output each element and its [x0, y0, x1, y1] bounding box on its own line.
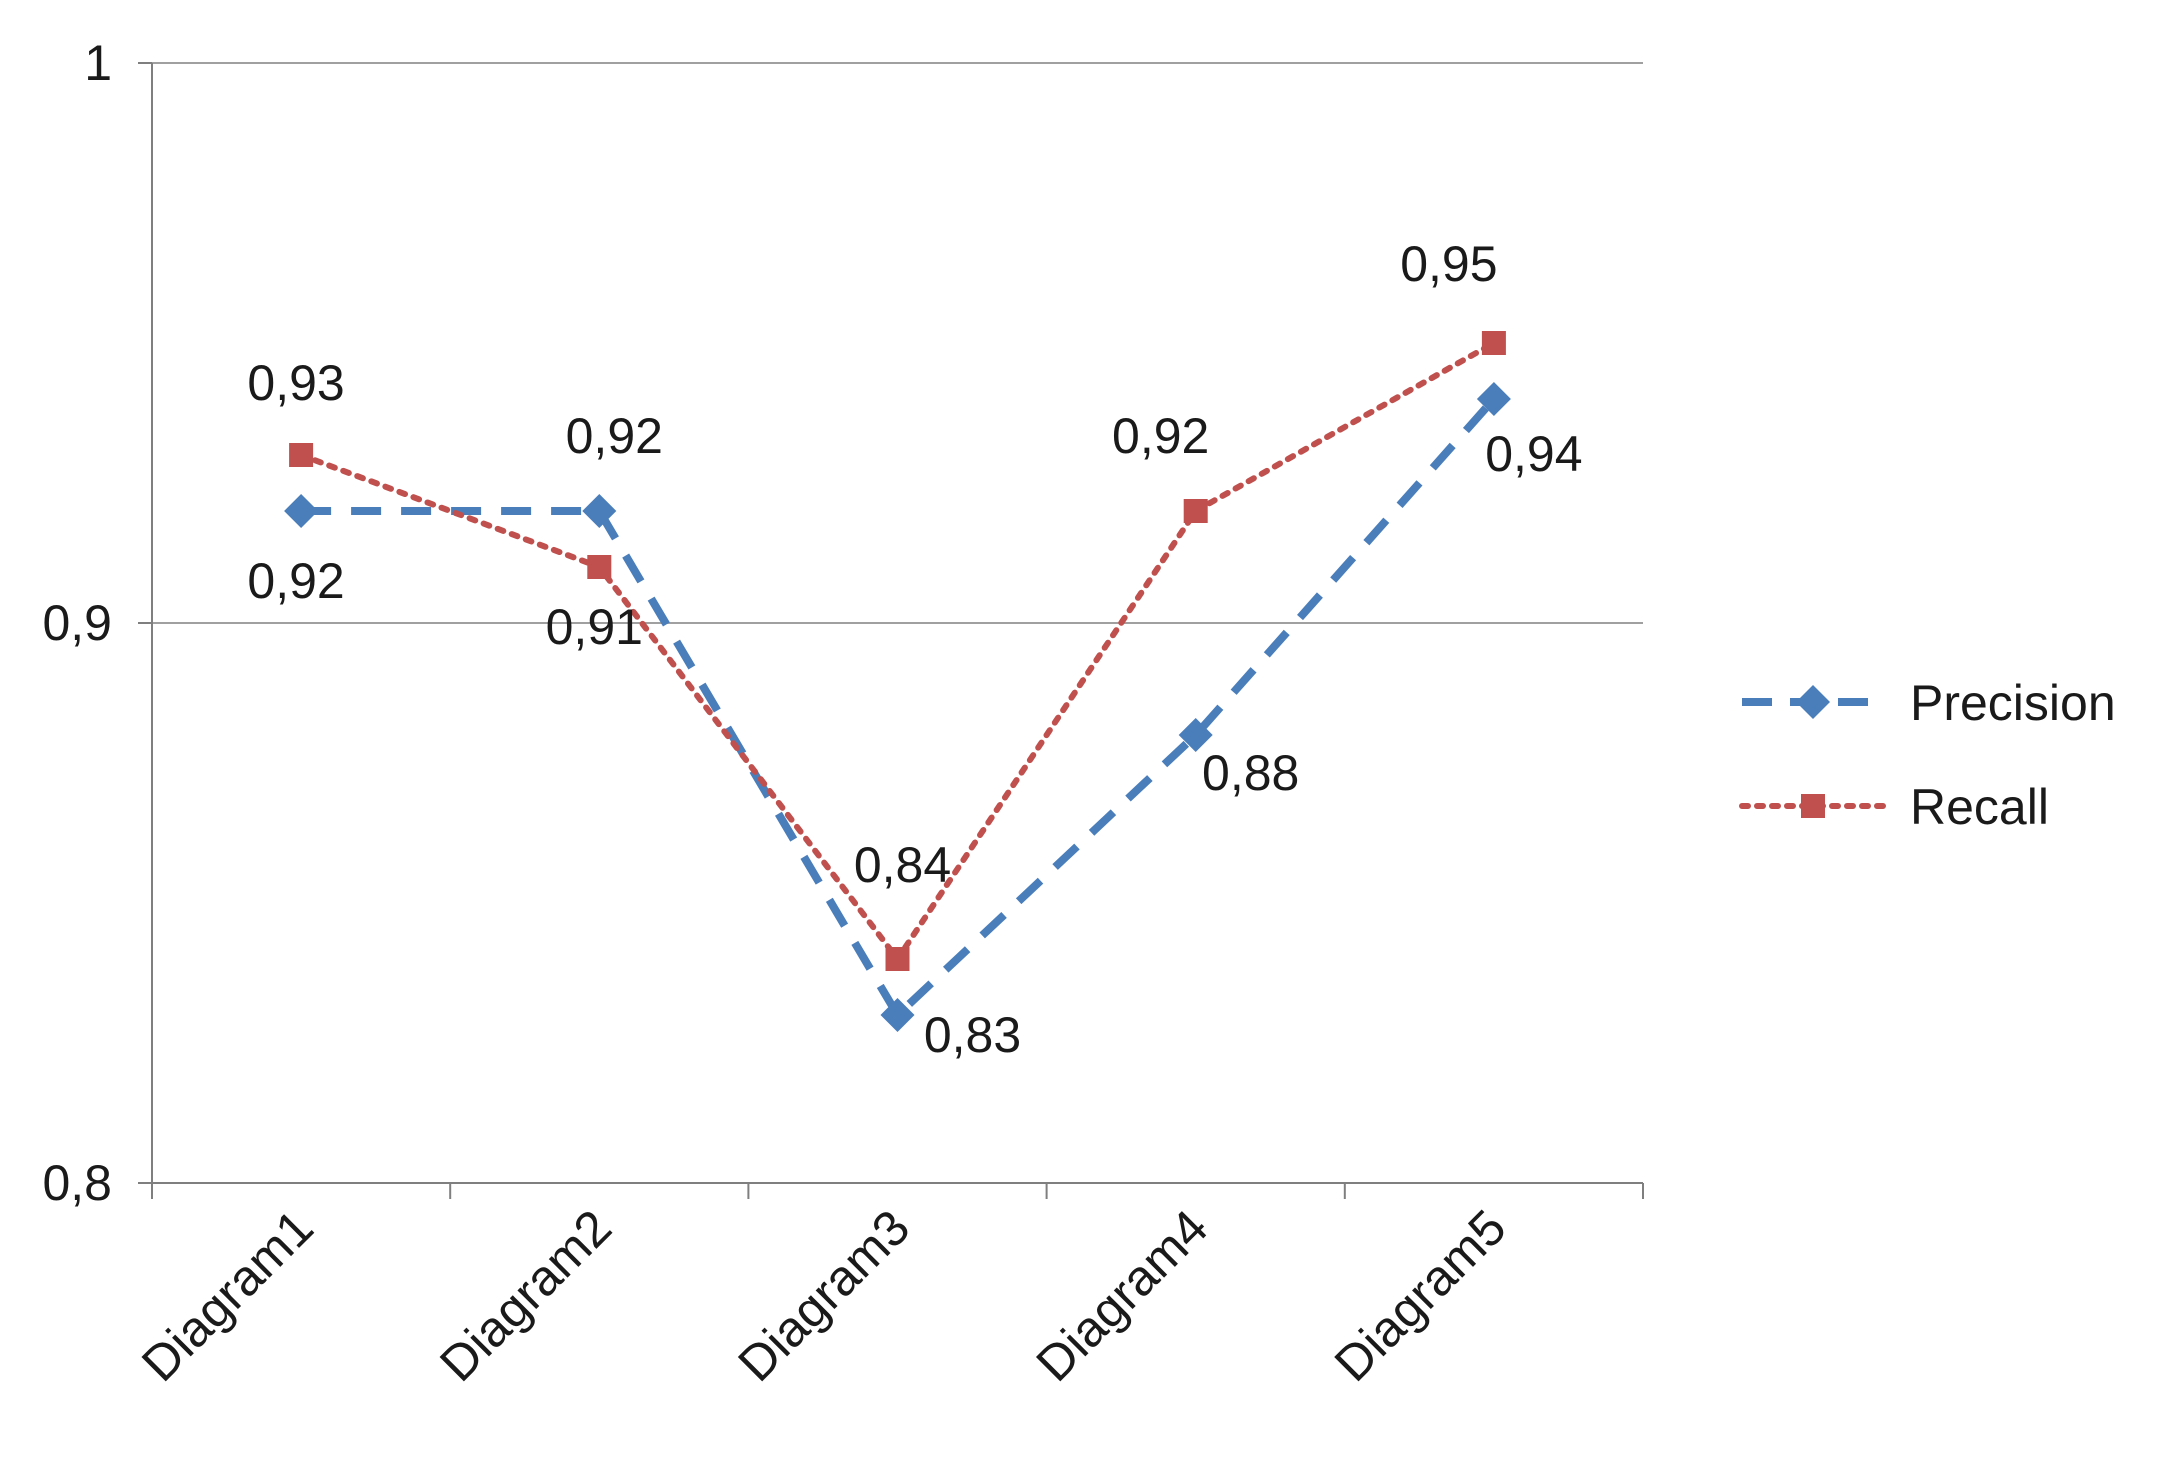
recall-point: [1183, 499, 1208, 523]
precision-line: [301, 396, 1497, 1022]
precision-data-label: 0,88: [1202, 745, 1299, 801]
recall-data-label: 0,95: [1400, 236, 1497, 292]
y-tick-label: 0,9: [42, 595, 112, 651]
legend-label: Recall: [1910, 779, 2049, 835]
category-label: Diagram4: [1026, 1199, 1219, 1392]
data-labels: 0,92 0,92 0,83 0,88 0,94 0,93 0,91 0,84 0,92 0,95: [247, 236, 1582, 1063]
legend-swatch-marker: [1801, 794, 1825, 818]
grid-lines: [152, 62, 1643, 624]
recall-point: [289, 443, 314, 467]
y-tick-label: 0,8: [42, 1155, 112, 1211]
category-label: Diagram5: [1324, 1199, 1517, 1392]
precision-point: [284, 494, 319, 528]
precision-data-label: 0,83: [924, 1007, 1021, 1063]
series: [284, 331, 1511, 1032]
precision-data-label: 0,94: [1485, 426, 1582, 482]
category-label: Diagram3: [727, 1199, 920, 1392]
legend-swatch-marker: [1796, 685, 1830, 719]
precision-point: [582, 494, 617, 528]
recall-data-label: 0,93: [247, 355, 344, 411]
legend: Precision Recall: [1739, 675, 2116, 835]
recall-point: [587, 555, 612, 579]
precision-point: [880, 998, 915, 1032]
recall-data-label: 0,91: [546, 599, 643, 655]
legend-item-precision: Precision: [1742, 675, 2116, 731]
recall-point: [1481, 331, 1506, 355]
recall-point: [885, 947, 910, 971]
precision-point: [1178, 718, 1213, 752]
legend-item-recall: Recall: [1739, 779, 2049, 835]
precision-data-label: 0,92: [247, 553, 344, 609]
precision-data-label: 0,92: [566, 408, 663, 464]
recall-data-label: 0,92: [1112, 408, 1209, 464]
recall-data-label: 0,84: [854, 837, 951, 893]
y-tick-label: 1: [84, 35, 112, 91]
category-label: Diagram2: [429, 1199, 622, 1392]
precision-point: [1476, 382, 1511, 416]
category-label: Diagram1: [131, 1199, 324, 1392]
legend-label: Precision: [1910, 675, 2116, 731]
